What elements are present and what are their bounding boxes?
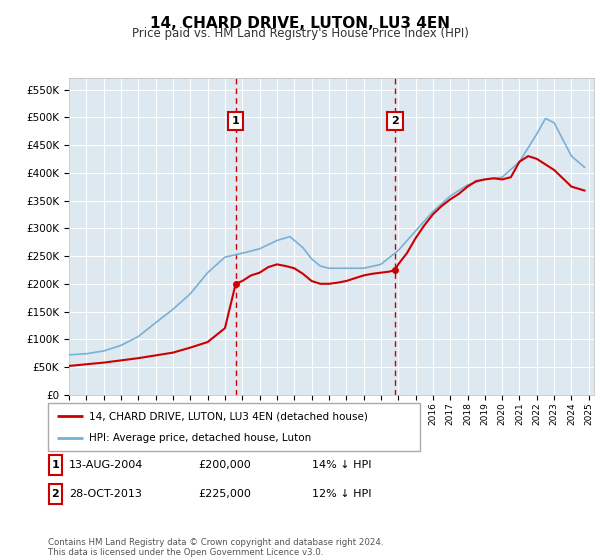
- Text: 1: 1: [52, 460, 59, 470]
- Text: 14, CHARD DRIVE, LUTON, LU3 4EN: 14, CHARD DRIVE, LUTON, LU3 4EN: [150, 16, 450, 31]
- Text: 2: 2: [52, 489, 59, 499]
- Text: 14% ↓ HPI: 14% ↓ HPI: [312, 460, 371, 470]
- Bar: [49, 455, 62, 475]
- Text: £225,000: £225,000: [198, 489, 251, 499]
- Text: Price paid vs. HM Land Registry's House Price Index (HPI): Price paid vs. HM Land Registry's House …: [131, 27, 469, 40]
- Text: 13-AUG-2004: 13-AUG-2004: [69, 460, 143, 470]
- Text: 1: 1: [232, 116, 239, 126]
- Text: Contains HM Land Registry data © Crown copyright and database right 2024.
This d: Contains HM Land Registry data © Crown c…: [48, 538, 383, 557]
- Text: HPI: Average price, detached house, Luton: HPI: Average price, detached house, Luto…: [89, 433, 311, 443]
- Text: 28-OCT-2013: 28-OCT-2013: [69, 489, 142, 499]
- Text: 14, CHARD DRIVE, LUTON, LU3 4EN (detached house): 14, CHARD DRIVE, LUTON, LU3 4EN (detache…: [89, 411, 368, 421]
- Text: 2: 2: [391, 116, 399, 126]
- Text: £200,000: £200,000: [198, 460, 251, 470]
- Text: 12% ↓ HPI: 12% ↓ HPI: [312, 489, 371, 499]
- Bar: [49, 484, 62, 504]
